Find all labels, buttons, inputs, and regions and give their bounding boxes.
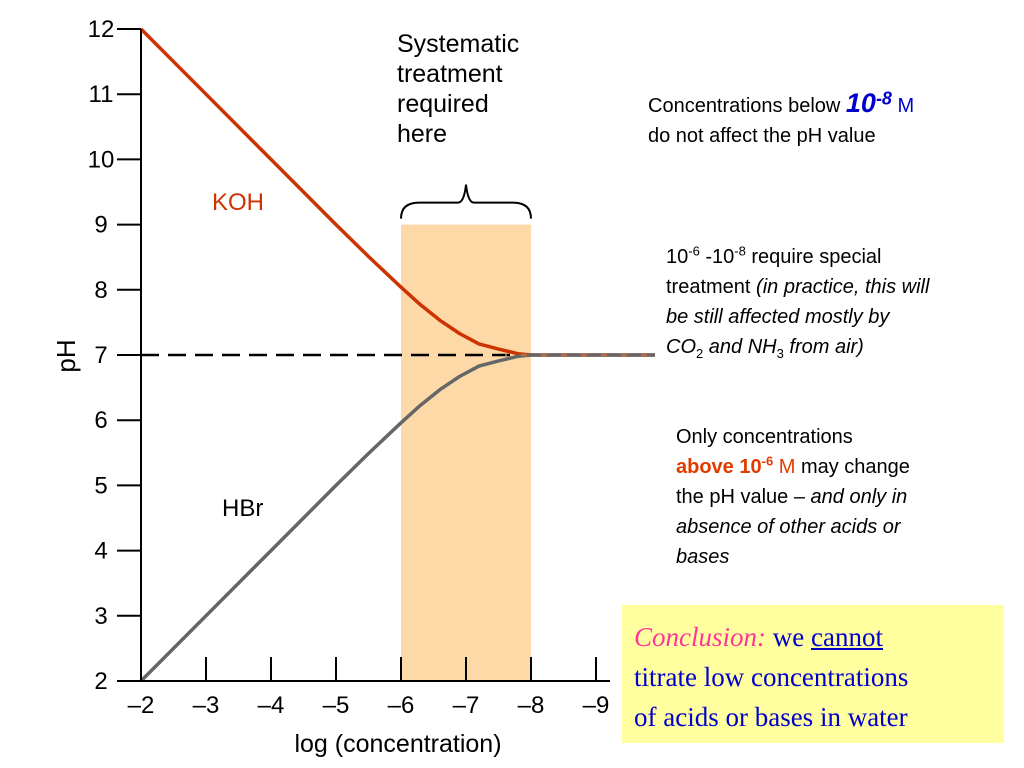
- x-tick-label-2: –4: [258, 692, 285, 719]
- conclusion-box: Conclusion: we cannot titrate low concen…: [622, 605, 1004, 743]
- note-above-concentration: Only concentrations above 10-6 M may cha…: [676, 426, 910, 568]
- y-tick-label-5: 5: [94, 472, 107, 499]
- highlight-band: [401, 224, 531, 681]
- x-tick-label-5: –7: [453, 692, 480, 719]
- y-tick-label-8: 8: [94, 277, 107, 304]
- y-tick-label-12: 12: [88, 16, 115, 43]
- y-tick-label-6: 6: [94, 407, 107, 434]
- y-axis-label: pH: [51, 339, 81, 372]
- series-line-koh: [139, 27, 655, 357]
- x-tick-label-4: –6: [388, 692, 415, 719]
- note-below-concentration: Concentrations below 10-8 M do not affec…: [648, 88, 915, 147]
- x-axis-label: log (concentration): [294, 730, 501, 758]
- y-tick-label-10: 10: [88, 146, 115, 173]
- x-tick-label-3: –5: [323, 692, 350, 719]
- hbr-label: HBr: [222, 495, 263, 522]
- conclusion-line-3: of acids or bases in water: [634, 702, 908, 732]
- koh-label: KOH: [212, 189, 264, 216]
- note-special-treatment: 10-6 -10-8 require special treatment (in…: [666, 243, 930, 361]
- conclusion-cannot: cannot: [810, 622, 883, 652]
- y-tick-label-4: 4: [94, 538, 107, 565]
- x-tick-label-6: –8: [518, 692, 545, 719]
- x-tick-label-1: –3: [193, 692, 220, 719]
- band-label-line-3: here: [397, 120, 447, 148]
- series-line-hbr: [139, 353, 655, 683]
- y-tick-label-9: 9: [94, 212, 107, 239]
- x-tick-label-7: –9: [583, 692, 610, 719]
- y-tick-label-3: 3: [94, 603, 107, 630]
- y-tick-label-2: 2: [94, 668, 107, 695]
- band-label-line-0: Systematic: [397, 30, 519, 58]
- x-tick-label-0: –2: [128, 692, 155, 719]
- band-label-line-2: required: [397, 90, 489, 118]
- y-tick-label-7: 7: [94, 342, 107, 369]
- band-label-line-1: treatment: [397, 60, 503, 88]
- conclusion-line-2: titrate low concentrations: [634, 662, 909, 692]
- band-brace: [400, 184, 532, 219]
- conclusion-label: Conclusion:: [634, 622, 766, 652]
- y-tick-label-11: 11: [89, 81, 114, 108]
